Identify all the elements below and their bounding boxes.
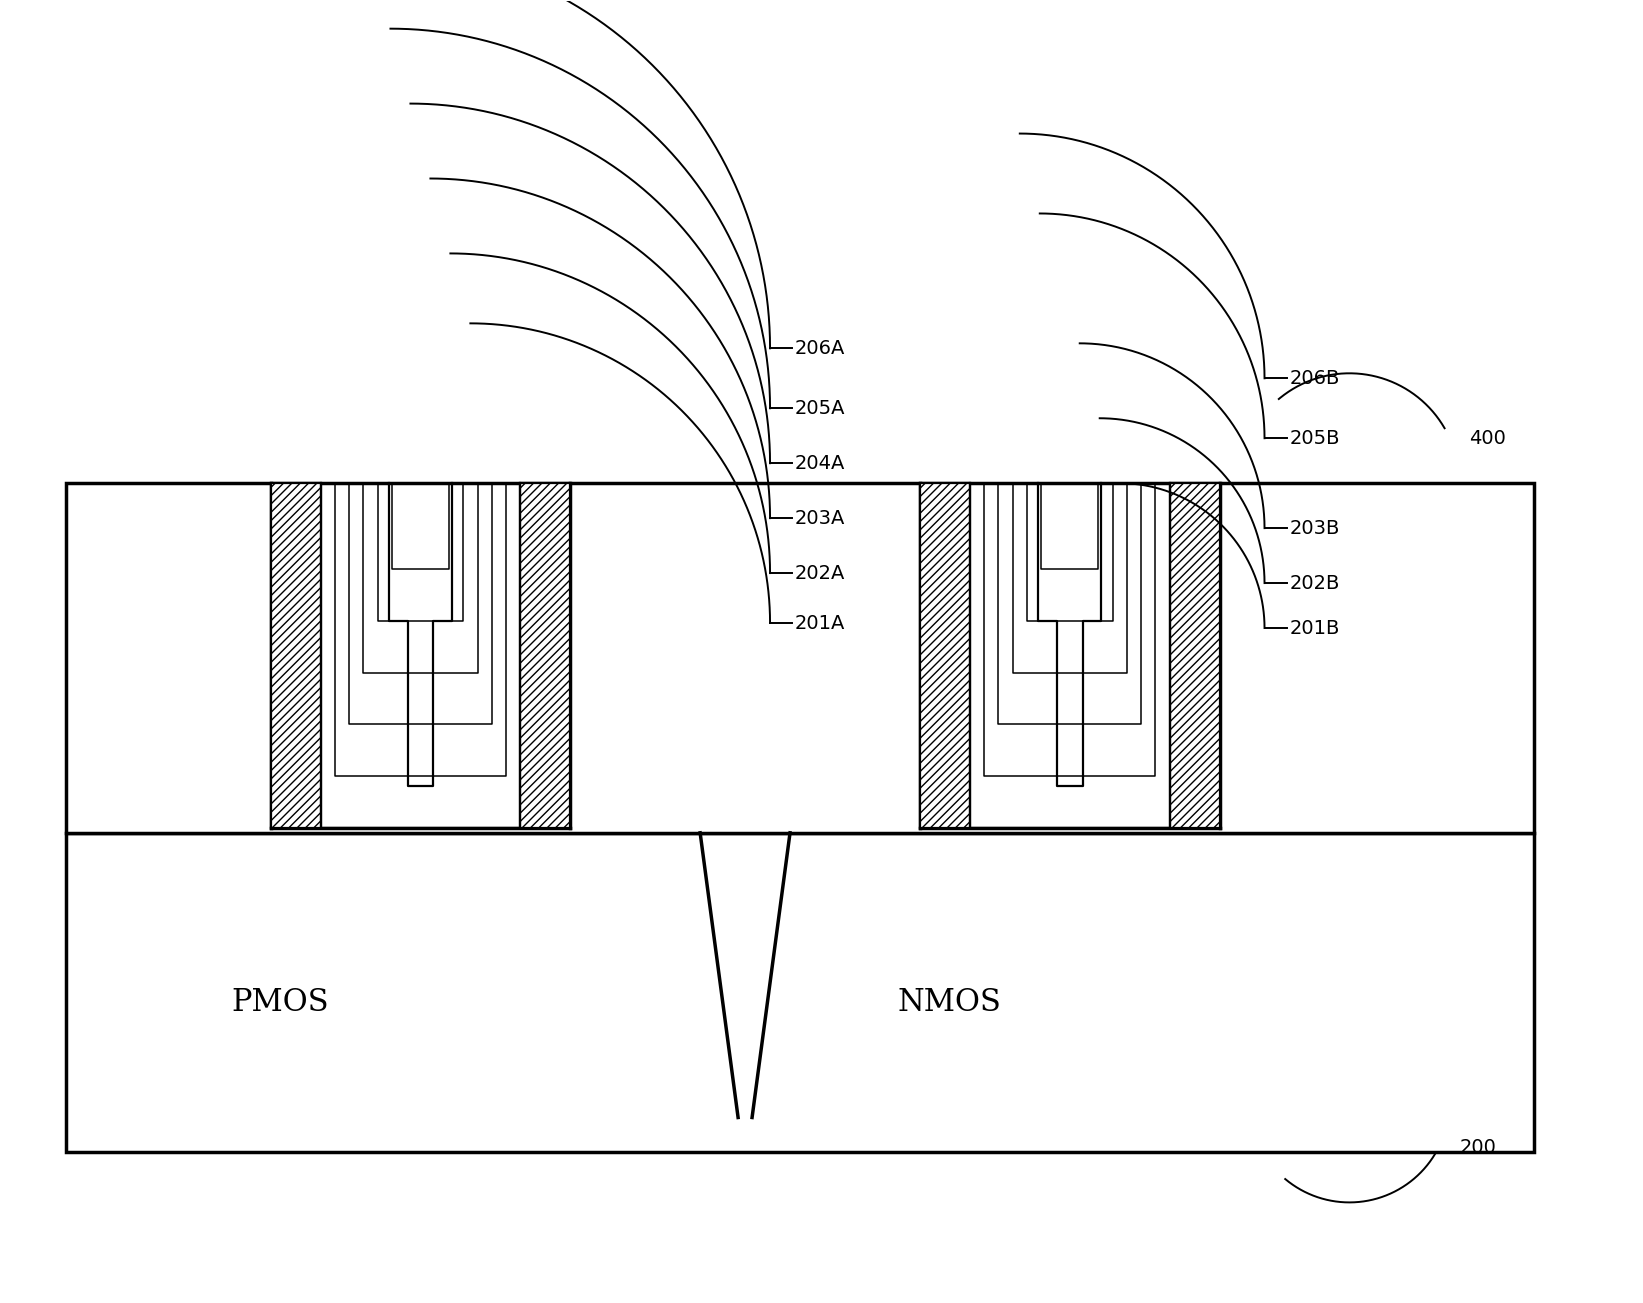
Text: 203A: 203A (795, 508, 846, 528)
Text: 206B: 206B (1290, 369, 1341, 388)
Text: 202A: 202A (795, 564, 846, 582)
Text: NMOS: NMOS (899, 988, 1002, 1018)
Text: 205B: 205B (1290, 429, 1341, 448)
Text: 201A: 201A (795, 614, 846, 632)
Bar (1170, 483, 1219, 827)
Text: 400: 400 (1469, 429, 1507, 448)
Text: 201B: 201B (1290, 619, 1341, 637)
Text: 206A: 206A (795, 339, 846, 358)
Text: 203B: 203B (1290, 519, 1341, 538)
Text: 200: 200 (1459, 1138, 1497, 1157)
Text: 204A: 204A (795, 453, 846, 473)
Text: PMOS: PMOS (232, 988, 329, 1018)
Bar (920, 483, 969, 827)
Bar (66, 483, 1535, 833)
Text: 205A: 205A (795, 399, 846, 418)
Bar (271, 483, 320, 827)
Text: 202B: 202B (1290, 573, 1341, 593)
Bar (66, 833, 1535, 1152)
Bar (521, 483, 570, 827)
